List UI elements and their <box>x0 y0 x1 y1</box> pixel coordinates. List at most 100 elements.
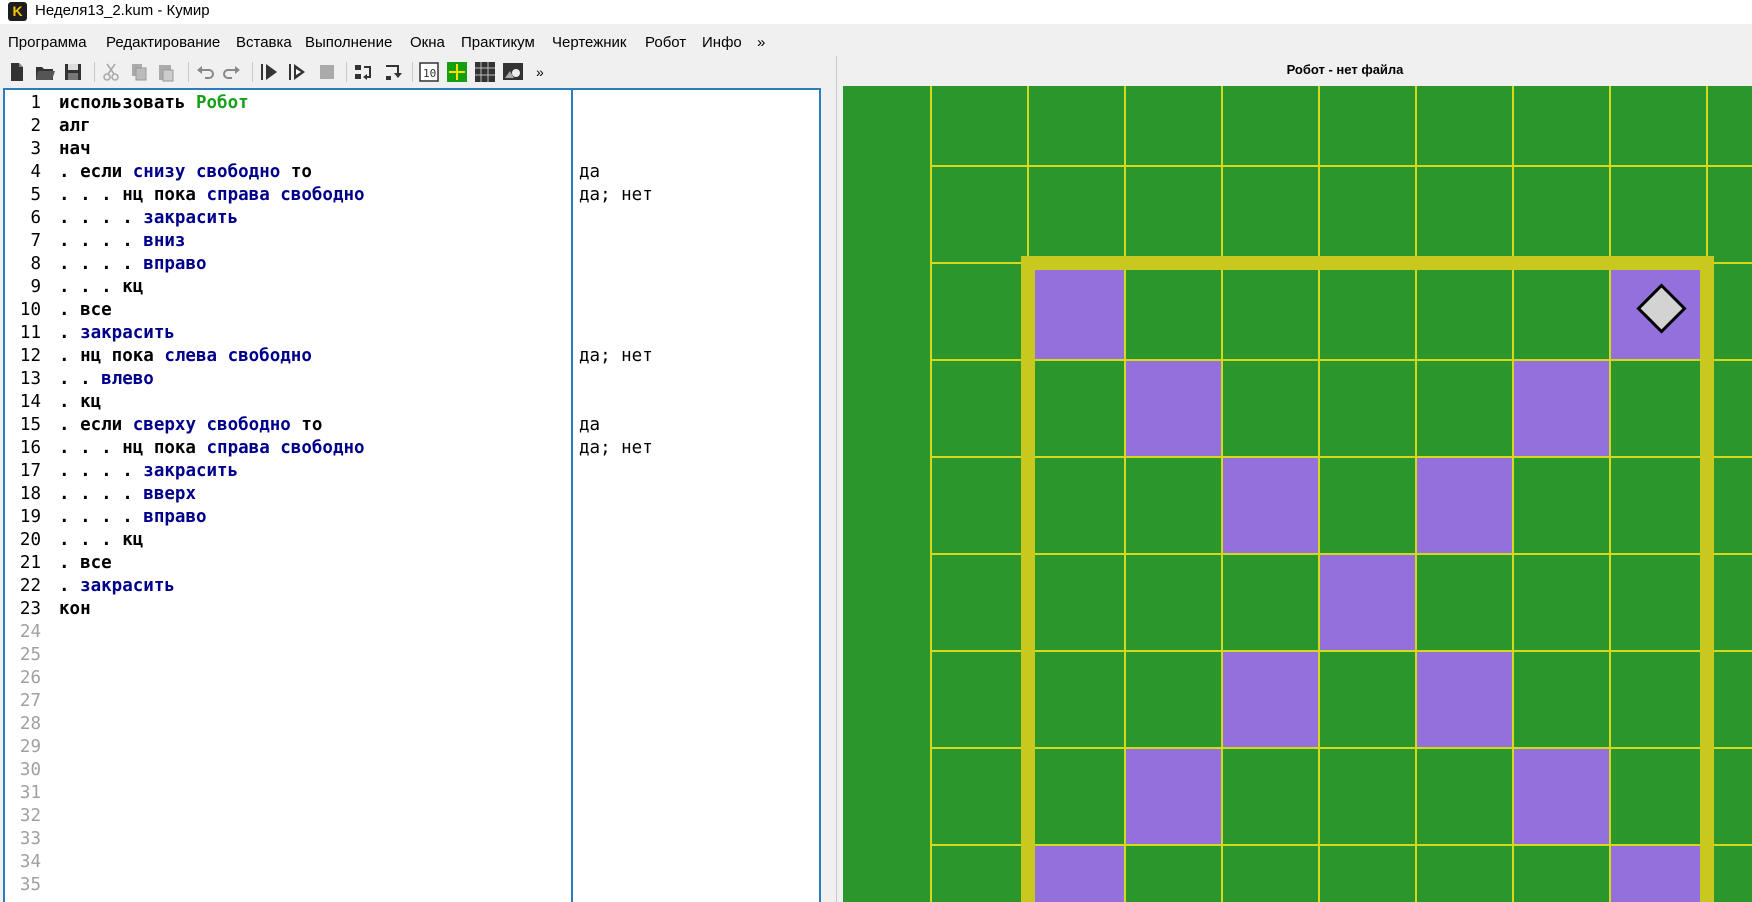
robot-image-icon[interactable] <box>502 61 524 83</box>
command-token: влево <box>101 369 154 389</box>
toggle-table-icon[interactable] <box>474 61 496 83</box>
keyword-token: использовать <box>59 93 196 113</box>
undo-icon[interactable] <box>194 61 216 83</box>
toolbar-separator <box>188 62 189 82</box>
keyword-token: . <box>59 576 81 596</box>
redo-icon[interactable] <box>221 61 243 83</box>
line-number: 27 <box>19 691 41 711</box>
code-line[interactable]: . все <box>59 299 112 322</box>
step-into-icon[interactable] <box>382 61 404 83</box>
menu-bar: Программа Редактирование Вставка Выполне… <box>0 30 1752 54</box>
stop-icon[interactable] <box>316 61 338 83</box>
editor-margin-separator[interactable] <box>571 90 573 902</box>
line-number: 12 <box>19 346 41 366</box>
command-token: снизу свободно <box>132 162 281 182</box>
code-line[interactable]: . . . кц <box>59 276 143 299</box>
keyword-token: кон <box>59 599 91 619</box>
painted-cell <box>1125 360 1222 457</box>
copy-icon[interactable] <box>128 61 150 83</box>
command-token: закрасить <box>80 576 175 596</box>
code-area[interactable]: использовать Робот алг нач. если снизу сво… <box>59 90 573 902</box>
command-token: закрасить <box>143 208 239 228</box>
code-line[interactable]: . . . кц <box>59 529 143 552</box>
run-debug-icon[interactable] <box>286 61 308 83</box>
code-line[interactable]: кон <box>59 598 91 621</box>
keyword-token: алг <box>59 116 91 136</box>
menu-info[interactable]: Инфо <box>702 34 742 51</box>
robot-icon <box>1636 283 1687 334</box>
code-line[interactable]: использовать Робот <box>59 92 249 115</box>
toggle-output-icon[interactable]: 10 <box>418 61 440 83</box>
code-line[interactable]: . . . . закрасить <box>59 460 238 483</box>
command-token: вправо <box>143 254 207 274</box>
menu-robot[interactable]: Робот <box>645 34 687 51</box>
window-title: Неделя13_2.kum - Кумир <box>35 2 210 19</box>
code-line[interactable]: . . . . вправо <box>59 253 207 276</box>
run-icon[interactable] <box>258 61 280 83</box>
menu-program[interactable]: Программа <box>8 34 87 51</box>
code-line[interactable]: . . . . вниз <box>59 230 185 253</box>
line-number: 4 <box>30 162 41 182</box>
code-line[interactable]: . если снизу свободно то <box>59 161 312 184</box>
line-number: 34 <box>19 852 41 872</box>
save-icon[interactable] <box>62 61 84 83</box>
step-over-icon[interactable] <box>352 61 374 83</box>
code-line[interactable]: . закрасить <box>59 575 175 598</box>
line-number: 23 <box>19 599 41 619</box>
menu-run[interactable]: Выполнение <box>305 34 393 51</box>
module-token: Робот <box>195 93 249 113</box>
title-bar: K Неделя13_2.kum - Кумир <box>0 0 1752 24</box>
toolbar-more-button[interactable]: » <box>536 64 544 80</box>
command-token: сверху свободно <box>132 415 291 435</box>
menu-insert[interactable]: Вставка <box>236 34 292 51</box>
paste-icon[interactable] <box>155 61 177 83</box>
code-line[interactable]: . . . . закрасить <box>59 207 238 230</box>
menu-edit[interactable]: Редактирование <box>106 34 221 51</box>
new-file-icon[interactable] <box>6 61 28 83</box>
kumir-app-icon: K <box>8 2 27 21</box>
painted-cell <box>1222 457 1319 554</box>
room-wall <box>1021 256 1714 902</box>
menu-practicum[interactable]: Практикум <box>461 34 535 51</box>
code-line[interactable]: . . . . вправо <box>59 506 207 529</box>
open-file-icon[interactable] <box>34 61 56 83</box>
keyword-token: . . . . <box>59 484 144 504</box>
command-token: вправо <box>143 507 207 527</box>
code-line[interactable]: . нц пока слева свободно <box>59 345 312 368</box>
code-line[interactable]: алг <box>59 115 91 138</box>
toolbar: 10 » <box>0 58 830 86</box>
code-line[interactable]: . . . нц пока справа свободно <box>59 184 365 207</box>
command-token: слева свободно <box>164 346 312 366</box>
keyword-token: . все <box>59 300 112 320</box>
keyword-token: . . . кц <box>59 530 144 550</box>
menu-windows[interactable]: Окна <box>410 34 445 51</box>
keyword-token: . . . нц пока <box>59 185 207 205</box>
painted-cell <box>1513 748 1610 845</box>
keyword-token: . . . кц <box>59 277 144 297</box>
code-editor[interactable]: 1 2 3 4 5 6 7 8 9 10 11 12 13 14 15 16 17 18 19 20 21 22 23 24 2… <box>3 88 821 902</box>
keyword-token: . нц пока <box>59 346 165 366</box>
code-line[interactable]: нач <box>59 138 91 161</box>
code-line[interactable]: . все <box>59 552 112 575</box>
toolbar-separator <box>252 62 253 82</box>
painted-cell <box>1125 748 1222 845</box>
code-line[interactable]: . если сверху свободно то <box>59 414 322 437</box>
code-line[interactable]: . . влево <box>59 368 154 391</box>
margin-output-value: да <box>579 415 601 435</box>
code-line[interactable]: . . . . вверх <box>59 483 196 506</box>
margin-output-value: да <box>579 162 601 182</box>
code-line[interactable]: . . . нц пока справа свободно <box>59 437 365 460</box>
line-number: 29 <box>19 737 41 757</box>
code-line[interactable]: . кц <box>59 391 101 414</box>
keyword-token: нач <box>59 139 91 159</box>
output-margin: да да; нет да; нет да да; нет <box>575 90 819 902</box>
command-token: закрасить <box>80 323 175 343</box>
menu-drawer[interactable]: Чертежник <box>552 34 627 51</box>
cut-icon[interactable] <box>100 61 122 83</box>
toggle-grid-icon[interactable] <box>446 61 468 83</box>
robot-field-canvas[interactable] <box>843 86 1752 902</box>
robot-field[interactable] <box>843 86 1752 902</box>
menu-more[interactable]: » <box>757 34 766 51</box>
command-token: вверх <box>143 484 196 504</box>
code-line[interactable]: . закрасить <box>59 322 175 345</box>
